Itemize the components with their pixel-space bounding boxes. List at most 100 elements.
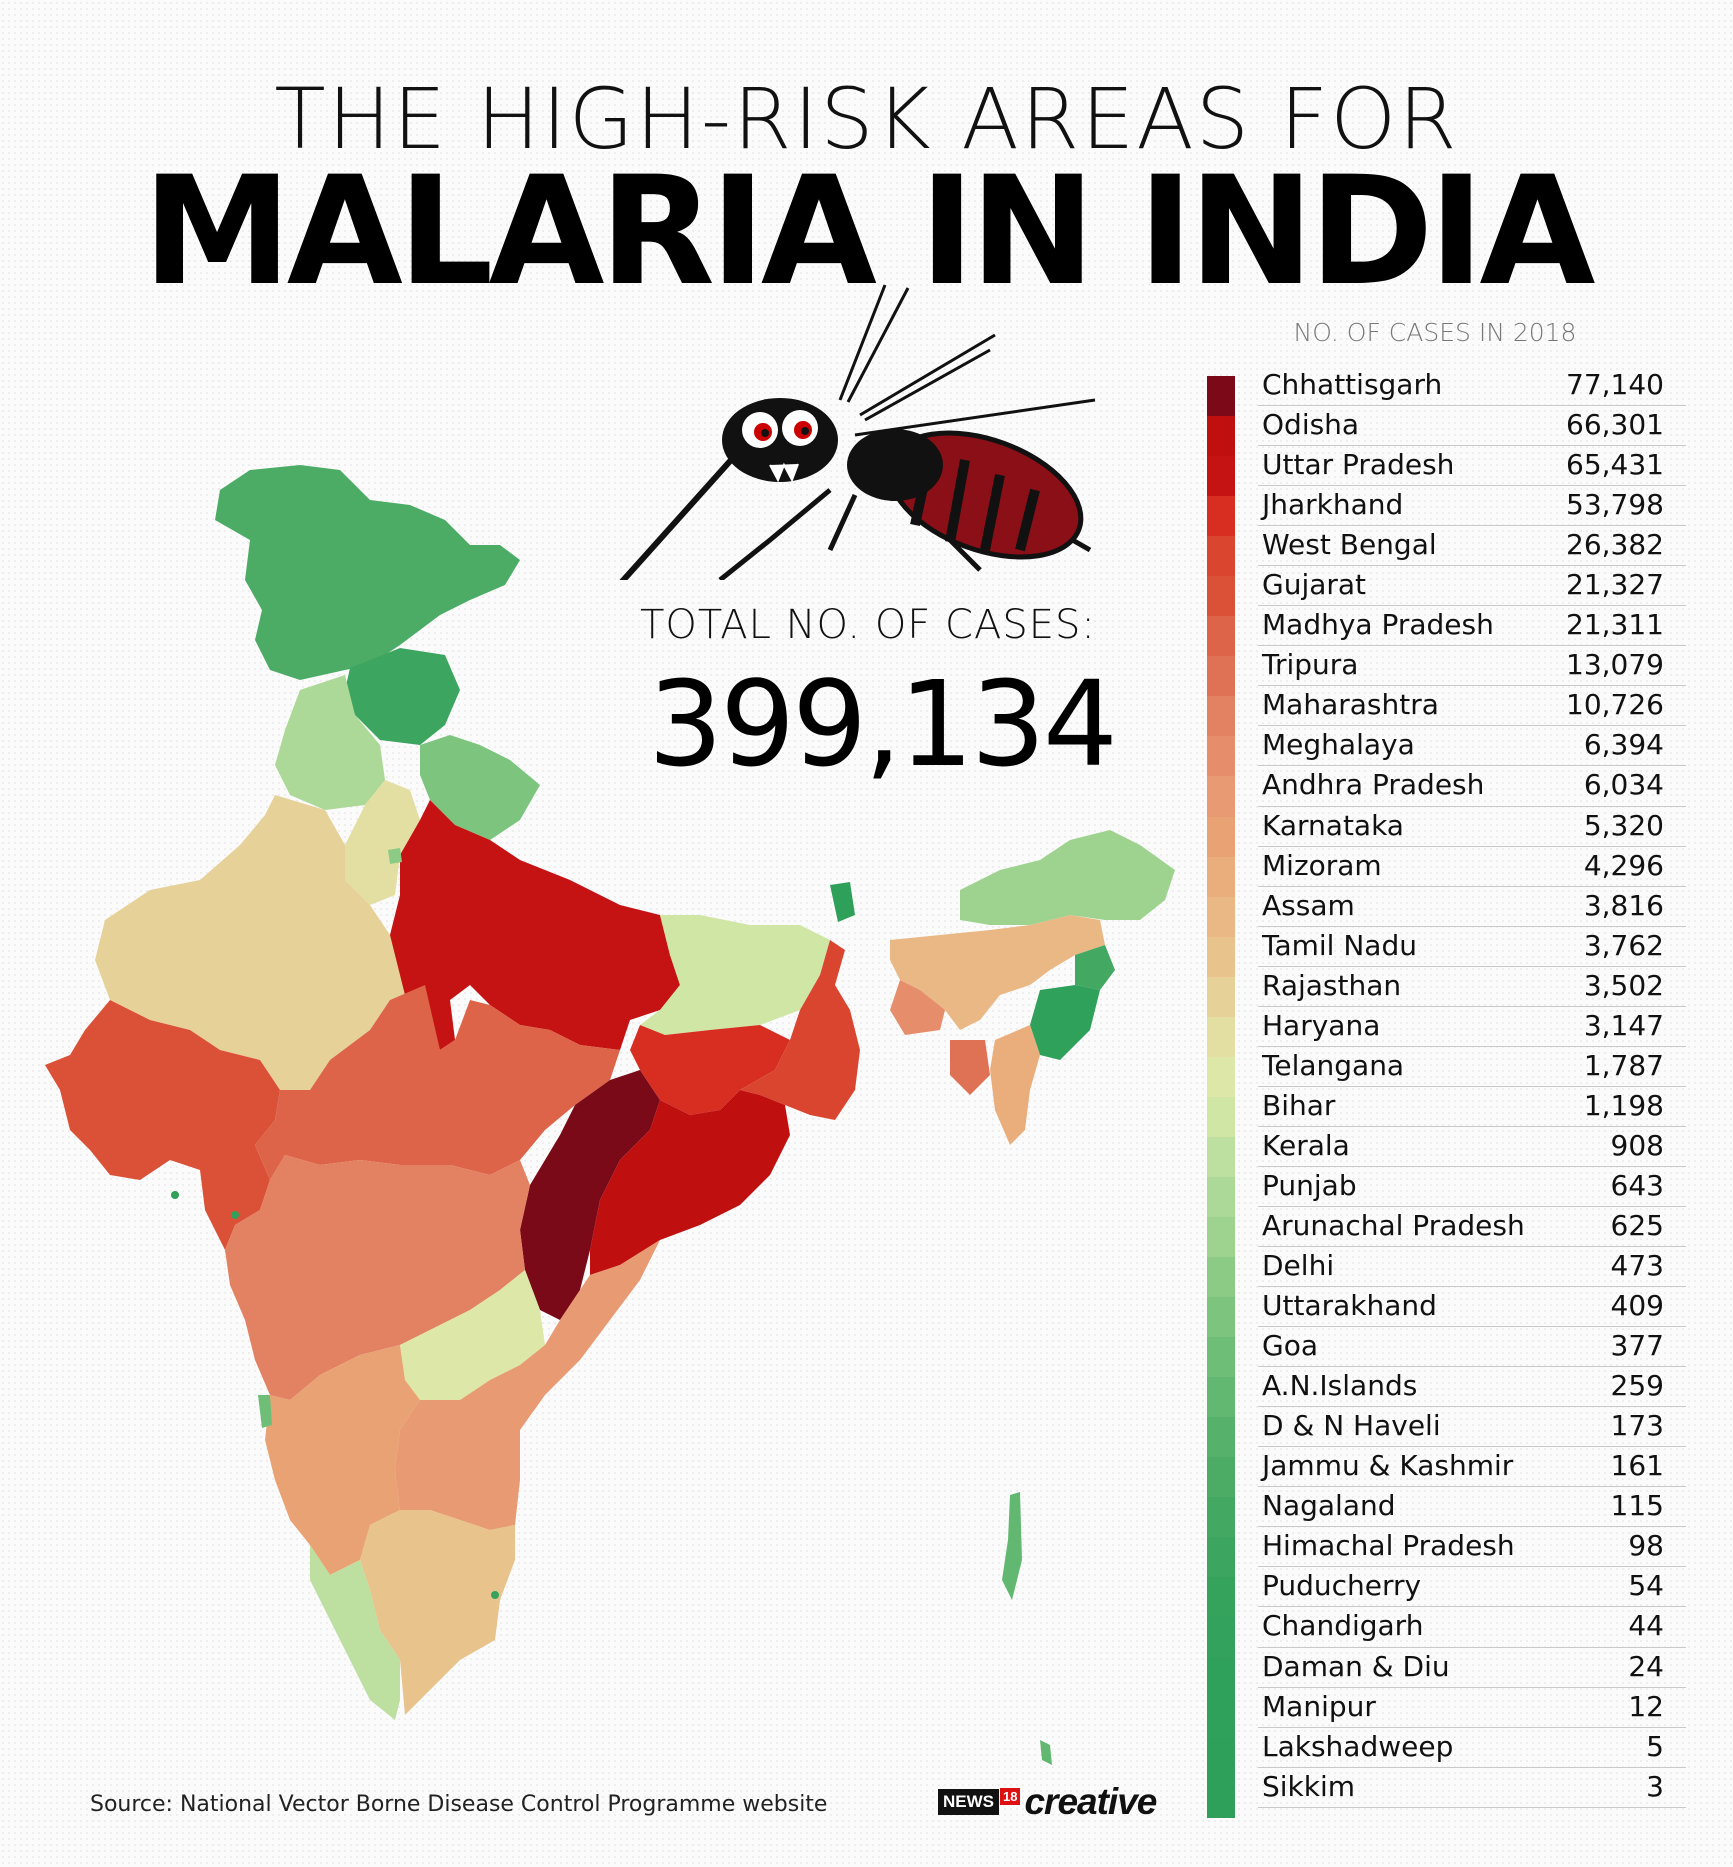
scale-segment (1207, 776, 1235, 817)
table-row: Karnataka 5,320 (1258, 807, 1686, 847)
table-row: Madhya Pradesh 21,311 (1258, 606, 1686, 647)
scale-segment (1207, 496, 1235, 537)
table-row: Punjab 643 (1258, 1167, 1686, 1207)
table-row: Mizoram 4,296 (1258, 847, 1686, 887)
case-count: 53,798 (1566, 488, 1664, 522)
scale-segment (1207, 856, 1235, 897)
state-uttarakhand (420, 735, 540, 840)
state-jharkhand (630, 1025, 790, 1115)
state-maharashtra (225, 1155, 530, 1400)
table-row: Maharashtra 10,726 (1258, 686, 1686, 727)
state-punjab (275, 675, 385, 810)
case-count: 26,382 (1566, 528, 1664, 562)
scale-segment (1207, 1096, 1235, 1137)
scale-segment (1207, 416, 1235, 457)
case-count: 98 (1628, 1529, 1664, 1563)
case-count: 625 (1610, 1208, 1664, 1242)
state-tamil-nadu (360, 1510, 515, 1715)
table-row: Sikkim 3 (1258, 1768, 1686, 1808)
scale-segment (1207, 1297, 1235, 1338)
state-name: Kerala (1262, 1128, 1350, 1162)
table-row: Gujarat 21,327 (1258, 566, 1686, 607)
state-name: Punjab (1262, 1168, 1357, 1202)
table-row: Jharkhand 53,798 (1258, 486, 1686, 527)
state-name: Jharkhand (1262, 488, 1404, 522)
state-name: D & N Haveli (1262, 1409, 1441, 1443)
state-delhi (388, 848, 402, 864)
state-name: Mizoram (1262, 848, 1382, 882)
state-puducherry (491, 1591, 499, 1599)
scale-segment (1207, 656, 1235, 697)
case-count: 409 (1610, 1289, 1664, 1323)
scale-segment (1207, 1257, 1235, 1298)
case-count: 13,079 (1566, 648, 1664, 682)
scale-segment (1207, 616, 1235, 657)
case-count: 6,394 (1583, 728, 1664, 762)
state-name: Chandigarh (1262, 1609, 1424, 1643)
state-name: Bihar (1262, 1088, 1336, 1122)
state-name: Maharashtra (1262, 688, 1439, 722)
scale-segment (1207, 1777, 1235, 1818)
scale-segment (1207, 1176, 1235, 1217)
table-row: Assam 3,816 (1258, 887, 1686, 927)
state-name: Jammu & Kashmir (1262, 1449, 1514, 1483)
table-row: Meghalaya 6,394 (1258, 726, 1686, 767)
table-row: Lakshadweep 5 (1258, 1728, 1686, 1768)
case-count: 3 (1646, 1769, 1664, 1803)
state-name: Haryana (1262, 1008, 1381, 1042)
table-row: Bihar 1,198 (1258, 1087, 1686, 1127)
state-lakshadweep (171, 1191, 179, 1199)
state-name: Chhattisgarh (1262, 368, 1443, 401)
state-name: Rajasthan (1262, 968, 1402, 1002)
case-count: 1,787 (1583, 1048, 1664, 1082)
case-count: 21,327 (1566, 568, 1664, 602)
state-name: Odisha (1262, 408, 1360, 442)
state-gujarat (45, 1000, 280, 1250)
state-assam (890, 915, 1105, 1030)
case-count: 4,296 (1583, 848, 1664, 882)
case-count: 21,311 (1566, 608, 1664, 642)
case-count: 77,140 (1566, 368, 1664, 401)
table-row: Uttar Pradesh 65,431 (1258, 446, 1686, 487)
scale-segment (1207, 1016, 1235, 1057)
table-row: Kerala 908 (1258, 1127, 1686, 1167)
state-jammu-kashmir (215, 465, 520, 680)
state-himachal-pradesh (345, 648, 460, 745)
case-count: 173 (1610, 1409, 1664, 1443)
state-name: Tamil Nadu (1262, 928, 1417, 962)
case-count: 5,320 (1583, 808, 1664, 842)
case-count: 6,034 (1583, 768, 1664, 802)
scale-segment (1207, 536, 1235, 577)
case-count: 377 (1610, 1329, 1664, 1363)
color-scale-bar (1207, 376, 1235, 1818)
state-chhattisgarh (520, 1070, 660, 1320)
case-count: 5 (1646, 1729, 1664, 1763)
state-goa (258, 1395, 272, 1428)
table-row: Odisha 66,301 (1258, 406, 1686, 447)
state-name: Karnataka (1262, 808, 1404, 842)
state-name: Tripura (1262, 648, 1359, 682)
state-rajasthan (95, 795, 430, 1090)
case-count: 473 (1610, 1249, 1664, 1283)
table-row: Rajasthan 3,502 (1258, 967, 1686, 1007)
state-mizoram (990, 1025, 1040, 1145)
scale-segment (1207, 1537, 1235, 1578)
table-row: Andhra Pradesh 6,034 (1258, 766, 1686, 807)
case-count: 161 (1610, 1449, 1664, 1483)
case-count: 3,147 (1583, 1008, 1664, 1042)
cases-table: Chhattisgarh 77,140 Odisha 66,301 Uttar Prad… (1258, 366, 1686, 1808)
state-sikkim (830, 882, 855, 922)
state-nagaland (1075, 945, 1115, 990)
state-haryana (345, 780, 420, 905)
state-name: Telangana (1262, 1048, 1405, 1082)
state-name: Assam (1262, 888, 1355, 922)
table-row: Chhattisgarh 77,140 (1258, 366, 1686, 407)
brand-news: NEWS (938, 1789, 999, 1815)
mosquito-illustration (619, 284, 1096, 580)
brand-creative: creative (1024, 1781, 1157, 1822)
table-row: Chandigarh 44 (1258, 1607, 1686, 1648)
table-row: Himachal Pradesh 98 (1258, 1527, 1686, 1568)
case-count: 3,816 (1583, 888, 1664, 922)
scale-segment (1207, 1377, 1235, 1418)
scale-segment (1207, 1136, 1235, 1177)
